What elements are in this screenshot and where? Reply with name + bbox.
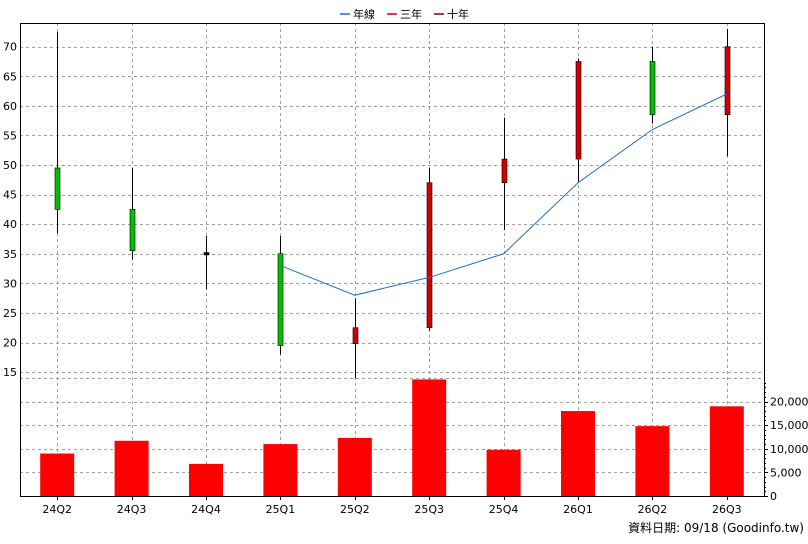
price-tick-label: 45	[3, 189, 17, 202]
volume-bar	[189, 463, 223, 496]
price-tick-label: 35	[3, 248, 17, 261]
volume-bar	[337, 437, 372, 496]
candle-body	[203, 252, 210, 256]
candle-layer	[54, 28, 731, 378]
volume-tick-label: 15,000	[770, 419, 808, 432]
price-tick-label: 65	[3, 70, 17, 83]
x-tick-label: 26Q1	[563, 503, 593, 516]
volume-tick-label: 20,000	[770, 396, 808, 409]
candle-body	[54, 167, 61, 210]
volume-bar	[486, 449, 521, 496]
price-tick-label: 40	[3, 218, 17, 231]
x-tick-label: 26Q3	[712, 503, 742, 516]
candle-body	[426, 182, 433, 329]
volume-tick-label: 0	[770, 490, 777, 503]
price-tick-label: 55	[3, 129, 17, 142]
legend-layer: 年線 三年 十年	[340, 7, 469, 21]
x-tick-label: 24Q4	[191, 503, 221, 516]
plot-frame	[20, 23, 765, 497]
volume-tick-label: 10,000	[770, 443, 808, 456]
line-layer	[280, 93, 728, 296]
x-tick-label: 25Q2	[340, 503, 370, 516]
x-tick-label: 24Q3	[117, 503, 147, 516]
price-tick-label: 25	[3, 307, 17, 320]
volume-bar	[561, 411, 595, 496]
legend-label: 年線	[353, 7, 375, 21]
legend-label: 三年	[400, 7, 422, 21]
price-tick-label: 60	[3, 100, 17, 113]
volume-bar	[263, 444, 298, 496]
candle-body	[501, 158, 508, 184]
x-tick-label: 26Q2	[638, 503, 668, 516]
ma-line	[280, 93, 728, 296]
source-note: 資料日期: 09/18 (Goodinfo.tw)	[628, 521, 804, 535]
axis-layer: 15 20 25 30 35 40 45 50 55 60 65 70 0 5,000 10,000 15,0…	[3, 23, 808, 516]
x-tick-label: 25Q4	[489, 503, 519, 516]
price-tick-label: 20	[3, 337, 17, 350]
price-tick-label: 70	[3, 41, 17, 54]
volume-bar	[709, 406, 744, 496]
volume-bar	[114, 440, 149, 496]
candle-body	[575, 61, 582, 160]
x-tick-label: 25Q3	[414, 503, 444, 516]
price-tick-label: 30	[3, 277, 17, 290]
legend-label: 十年	[447, 7, 469, 21]
volume-layer	[40, 379, 744, 496]
candle-body	[724, 46, 731, 116]
candle-body	[649, 61, 656, 116]
volume-bar	[635, 426, 670, 496]
price-tick-label: 15	[3, 366, 17, 379]
price-tick-label: 50	[3, 159, 17, 172]
candle-body	[277, 253, 284, 346]
candle-body	[129, 209, 136, 252]
candle-body	[352, 327, 359, 344]
volume-bar	[40, 453, 75, 496]
x-tick-label: 24Q2	[42, 503, 72, 516]
volume-tick-label: 5,000	[770, 466, 802, 479]
volume-bar	[412, 379, 447, 496]
x-tick-label: 25Q1	[266, 503, 296, 516]
